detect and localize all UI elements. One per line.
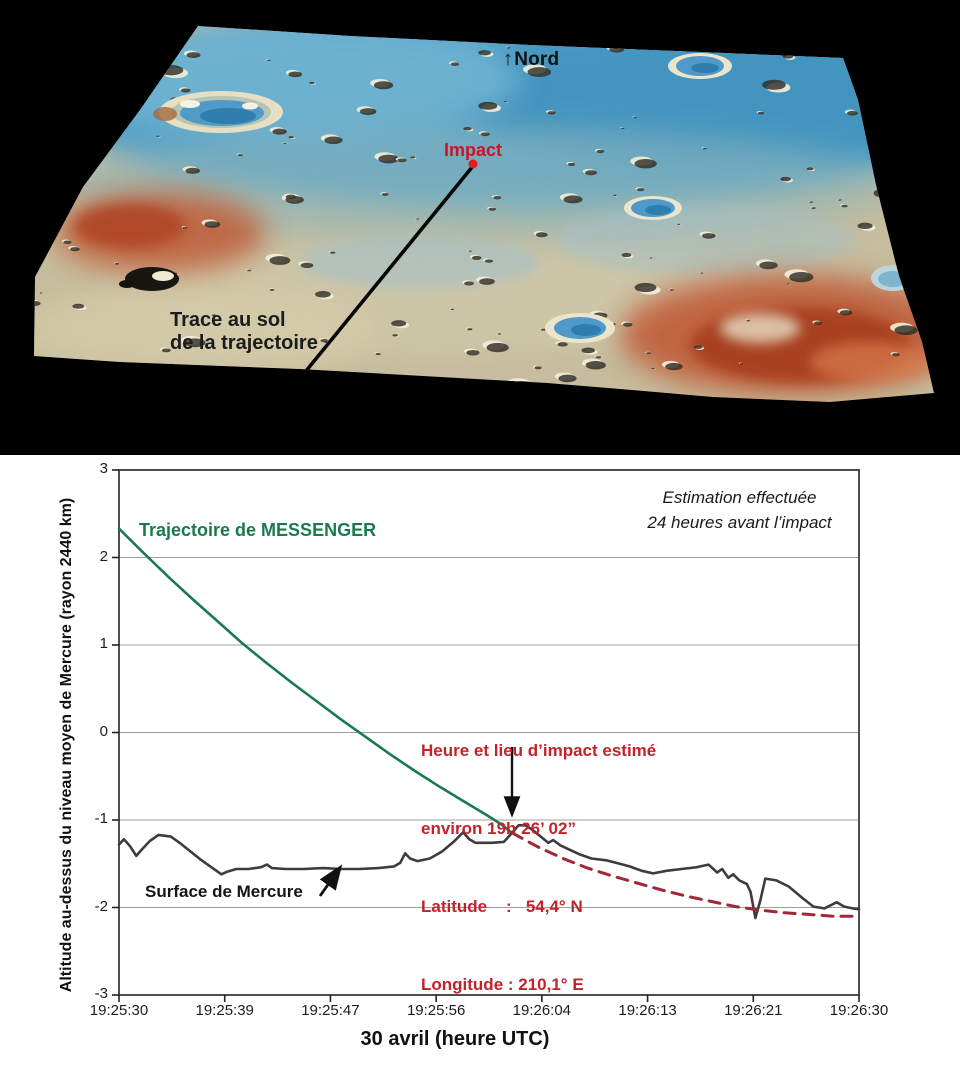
x-tick-label: 19:25:39 <box>195 1002 254 1019</box>
north-indicator: ↑Nord <box>503 48 559 71</box>
y-tick-label: -1 <box>94 810 108 827</box>
x-tick-label: 19:25:30 <box>89 1002 149 1019</box>
x-axis-title: 30 avril (heure UTC) <box>360 1028 550 1050</box>
ground-track-label: Trace au sol de la trajectoire <box>170 309 318 355</box>
altitude-chart-panel: 3 2 1 0 -1 -2 -3 19:25:30 19:25:39 19:25:47 19:25:… <box>0 455 960 1065</box>
estimation-note-line1: Estimation effectuée <box>662 488 817 507</box>
estimation-note: Estimation effectuée 24 heures avant l’i… <box>597 485 882 535</box>
crater-blue-lower <box>545 313 615 343</box>
surface-label: Surface de Mercure <box>145 882 303 901</box>
impact-point-marker <box>468 159 478 169</box>
impact-annotation-line2: environ 19h 26’ 02” <box>421 819 576 838</box>
north-label: Nord <box>514 49 560 70</box>
x-tick-label: 19:26:30 <box>829 1002 889 1019</box>
ground-track-label-line2: de la trajectoire <box>170 332 318 354</box>
ground-track-label-line1: Trace au sol <box>170 309 286 331</box>
large-crater-blue-topleft <box>153 91 283 133</box>
x-tick-label: 19:26:13 <box>618 1002 677 1019</box>
x-tick-label: 19:25:56 <box>406 1002 466 1019</box>
crater-blue-center <box>624 196 682 220</box>
y-tick-label: 0 <box>99 722 108 740</box>
impact-annotation-line4: Longitude : 210,1° E <box>421 975 584 994</box>
altitude-chart <box>112 469 861 1002</box>
trajectory-label: Trajectoire de MESSENGER <box>139 520 377 540</box>
x-tick-label: 19:26:21 <box>724 1002 783 1019</box>
series-trajectoire-messenger <box>117 527 514 835</box>
mercury-terrain-image <box>0 0 960 455</box>
impact-annotation-line1: Heure et lieu d’impact estimé <box>421 741 657 760</box>
y-tick-label: 1 <box>99 635 108 652</box>
impact-annotation-line3: Latitude : 54,4° N <box>421 897 583 916</box>
y-axis-title: Altitude au-dessus du niveau moyen de Me… <box>58 497 75 993</box>
series-surface-mercure <box>117 823 861 920</box>
impact-label: Impact <box>444 140 503 160</box>
north-arrow-icon: ↑ <box>503 48 514 70</box>
crater-blue-topright <box>668 53 732 79</box>
x-tick-label: 19:25:47 <box>301 1002 360 1019</box>
chart-plot <box>112 469 861 1002</box>
estimation-note-line2: 24 heures avant l’impact <box>647 513 832 532</box>
dark-crater-left <box>119 267 179 291</box>
impact-annotation: Heure et lieu d’impact estimé environ 19… <box>421 686 656 1050</box>
y-tick-label: -3 <box>94 985 108 1002</box>
surface-pointer-arrow <box>318 864 343 897</box>
y-tick-label: 2 <box>99 547 108 565</box>
x-tick-label: 19:26:04 <box>512 1002 572 1019</box>
series-trajectoire-estimee-apres-impact <box>510 831 861 918</box>
y-tick-label: 3 <box>99 460 108 477</box>
ground-track-line <box>304 164 475 373</box>
y-tick-label: -2 <box>94 897 108 915</box>
mercury-terrain-panel: ↑Nord Impact Trace au sol de la trajecto… <box>0 0 960 455</box>
